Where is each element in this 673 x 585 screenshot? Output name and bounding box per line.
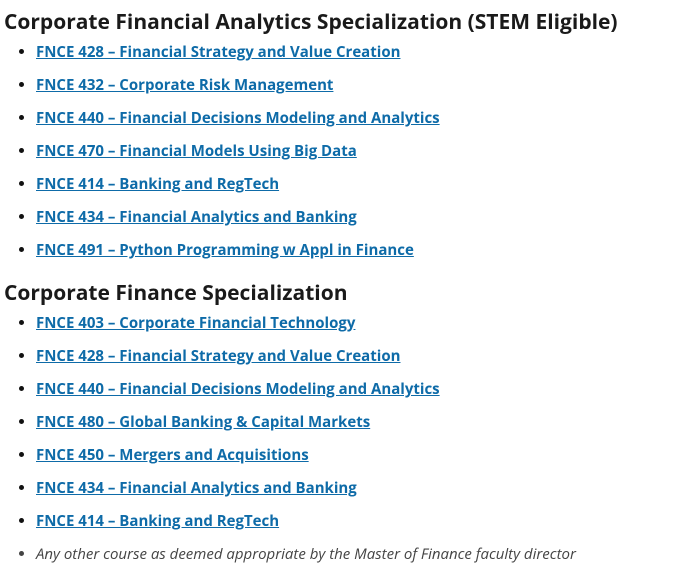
list-item: FNCE 428 – Financial Strategy and Value …	[36, 42, 665, 63]
list-item: FNCE 450 – Mergers and Acquisitions	[36, 445, 665, 466]
list-item: FNCE 491 – Python Programming w Appl in …	[36, 240, 665, 261]
course-link[interactable]: FNCE 414 – Banking and RegTech	[36, 511, 279, 531]
list-item: FNCE 414 – Banking and RegTech	[36, 174, 665, 195]
list-item: FNCE 434 – Financial Analytics and Banki…	[36, 207, 665, 228]
course-link[interactable]: FNCE 434 – Financial Analytics and Banki…	[36, 478, 357, 498]
course-link[interactable]: FNCE 428 – Financial Strategy and Value …	[36, 42, 400, 62]
list-item: FNCE 480 – Global Banking & Capital Mark…	[36, 412, 665, 433]
list-item: FNCE 414 – Banking and RegTech	[36, 511, 665, 532]
list-item: FNCE 470 – Financial Models Using Big Da…	[36, 141, 665, 162]
course-link[interactable]: FNCE 440 – Financial Decisions Modeling …	[36, 379, 440, 399]
course-link[interactable]: FNCE 440 – Financial Decisions Modeling …	[36, 108, 440, 128]
list-item-note: Any other course as deemed appropriate b…	[36, 544, 665, 565]
section-heading-analytics: Corporate Financial Analytics Specializa…	[4, 8, 665, 36]
course-link[interactable]: FNCE 428 – Financial Strategy and Value …	[36, 346, 400, 366]
course-link[interactable]: FNCE 414 – Banking and RegTech	[36, 174, 279, 194]
list-item: FNCE 432 – Corporate Risk Management	[36, 75, 665, 96]
list-item: FNCE 403 – Corporate Financial Technolog…	[36, 313, 665, 334]
course-link[interactable]: FNCE 491 – Python Programming w Appl in …	[36, 240, 414, 260]
course-link[interactable]: FNCE 403 – Corporate Financial Technolog…	[36, 313, 355, 333]
course-link[interactable]: FNCE 480 – Global Banking & Capital Mark…	[36, 412, 370, 432]
course-list-analytics: FNCE 428 – Financial Strategy and Value …	[4, 42, 665, 261]
list-item: FNCE 440 – Financial Decisions Modeling …	[36, 108, 665, 129]
course-list-corporate: FNCE 403 – Corporate Financial Technolog…	[4, 313, 665, 565]
course-link[interactable]: FNCE 434 – Financial Analytics and Banki…	[36, 207, 357, 227]
list-item: FNCE 440 – Financial Decisions Modeling …	[36, 379, 665, 400]
course-link[interactable]: FNCE 470 – Financial Models Using Big Da…	[36, 141, 357, 161]
course-link[interactable]: FNCE 432 – Corporate Risk Management	[36, 75, 333, 95]
course-link[interactable]: FNCE 450 – Mergers and Acquisitions	[36, 445, 309, 465]
section-heading-corporate: Corporate Finance Specialization	[4, 279, 665, 307]
list-item: FNCE 428 – Financial Strategy and Value …	[36, 346, 665, 367]
list-item: FNCE 434 – Financial Analytics and Banki…	[36, 478, 665, 499]
